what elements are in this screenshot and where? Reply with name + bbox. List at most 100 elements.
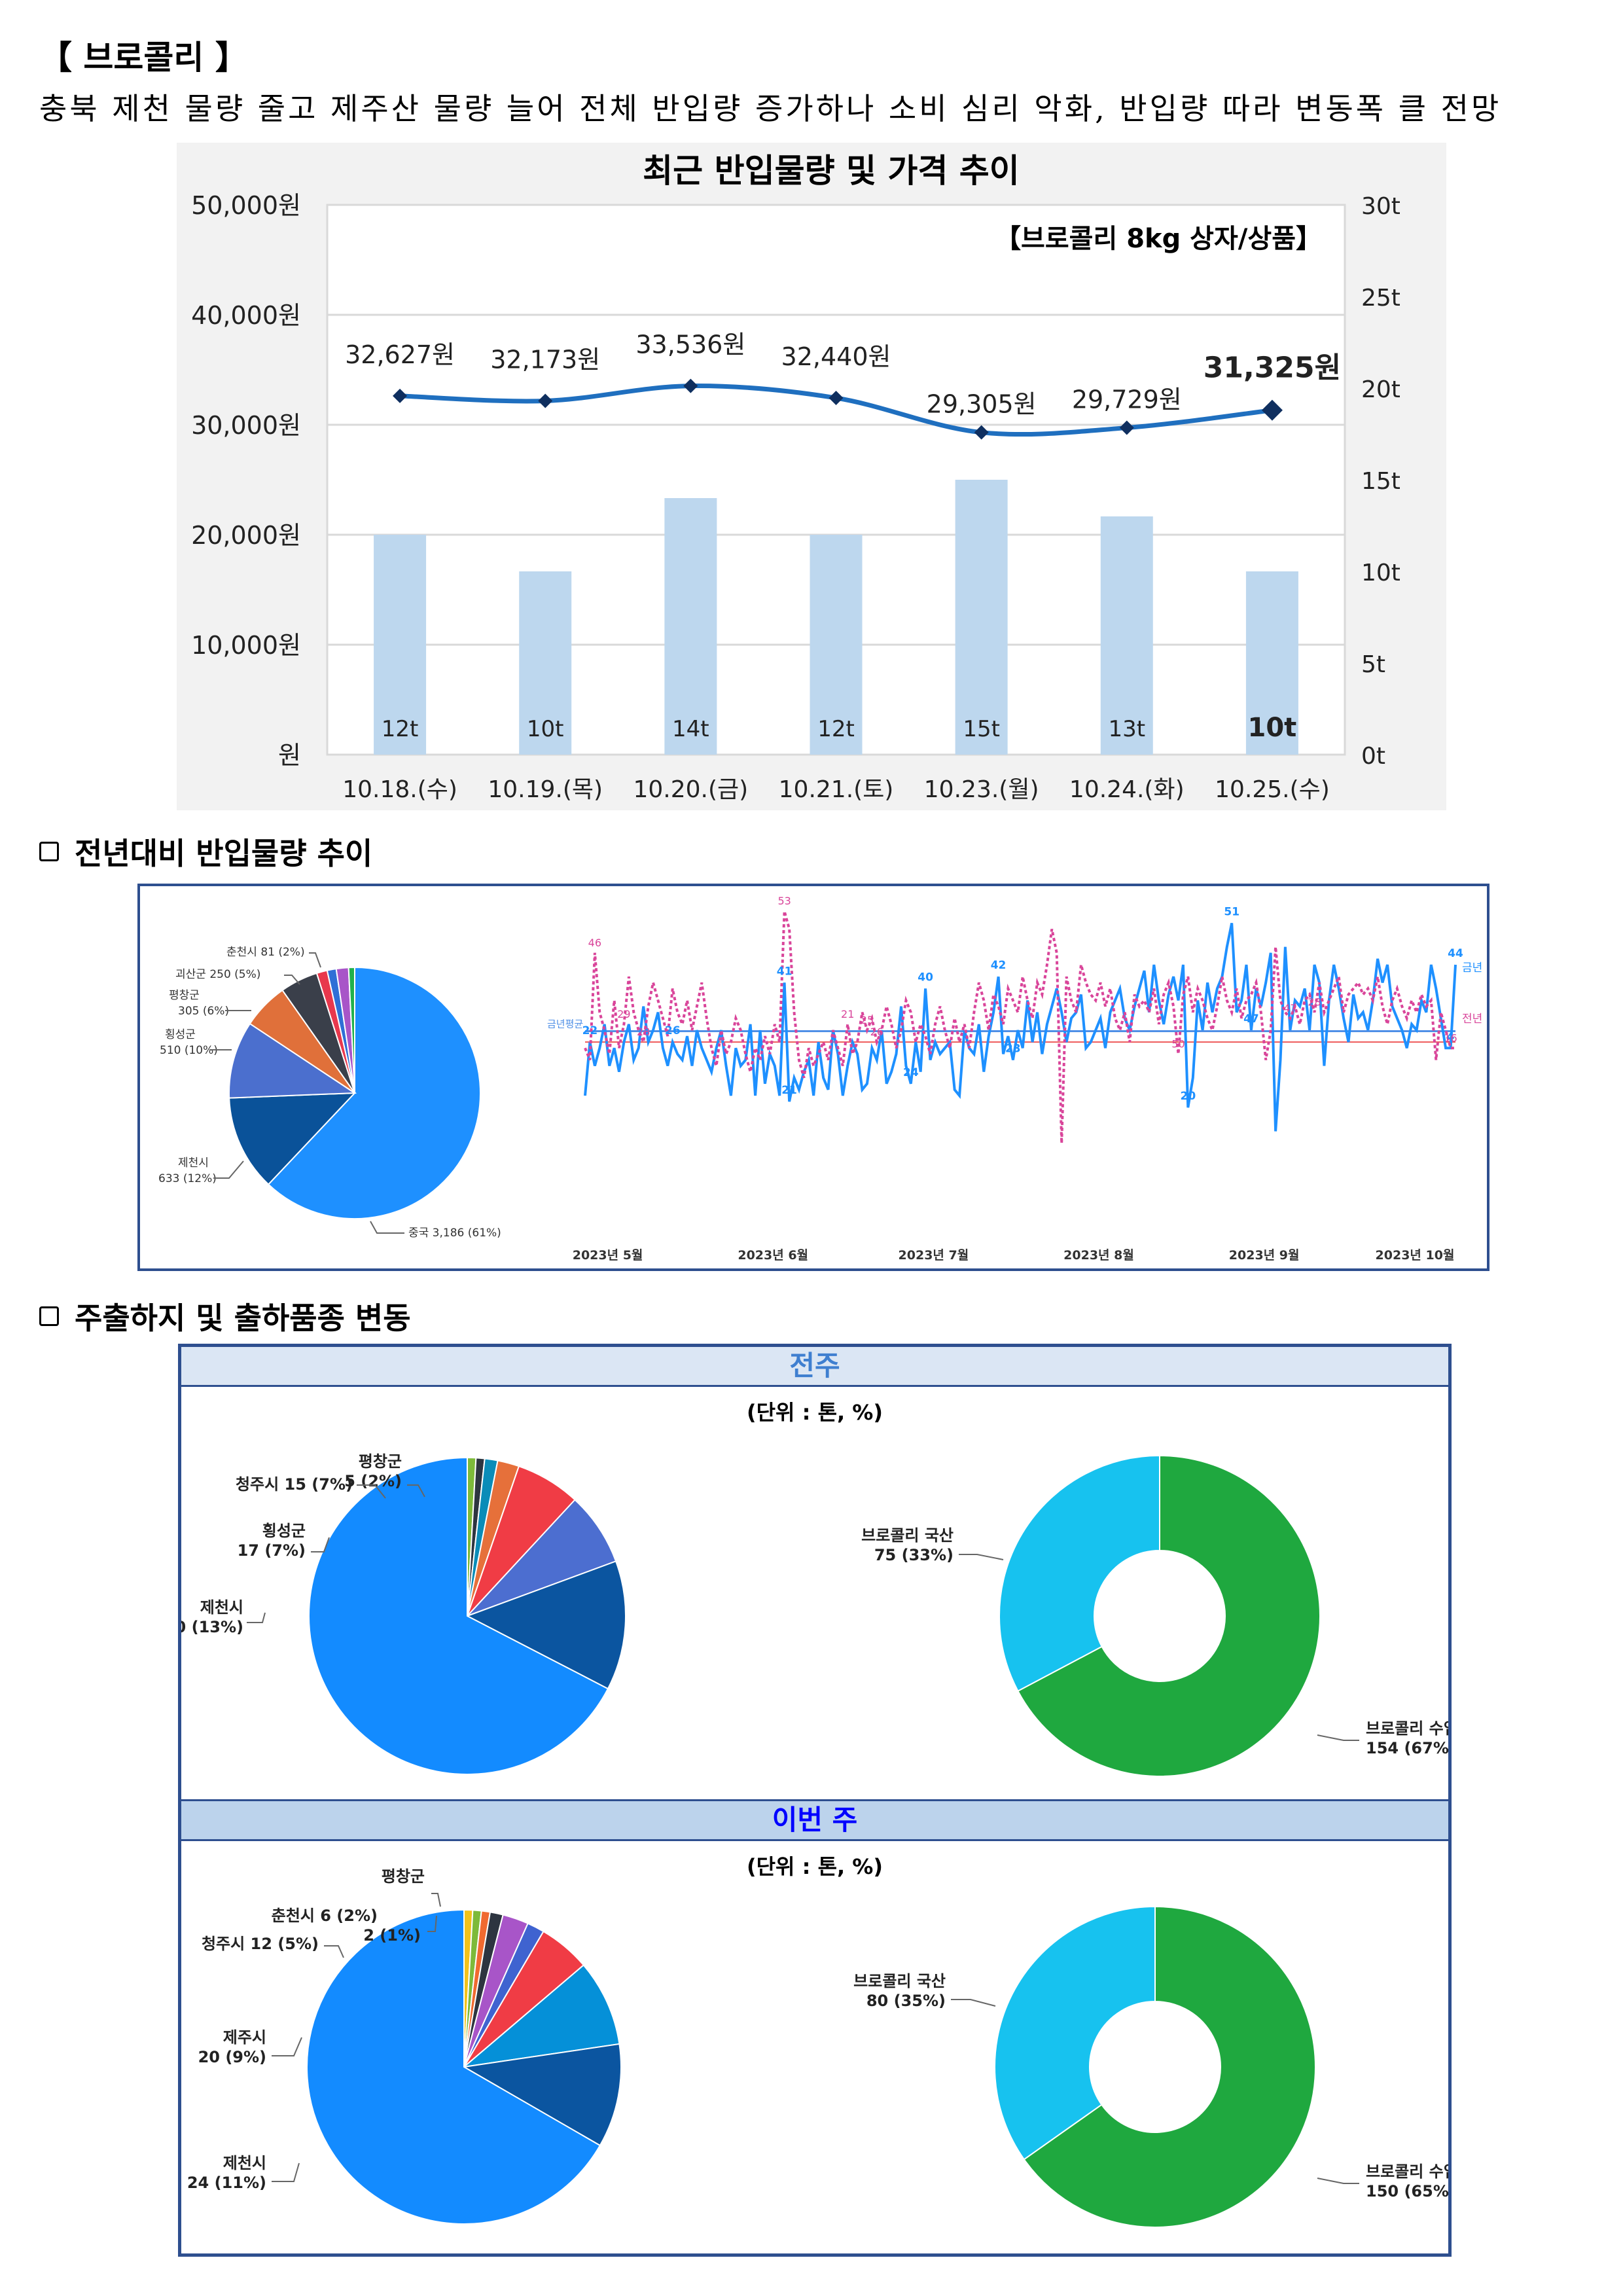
- pie-label: 평창군: [359, 1452, 402, 1471]
- pie-label-value: 5 (2%): [344, 1472, 402, 1490]
- pie-label: 춘천시 6 (2%): [272, 1907, 378, 1925]
- last-year-point-label: 16: [1444, 1031, 1457, 1044]
- this-year-point-label: 47: [1243, 1013, 1259, 1026]
- volume-label: 12t: [817, 716, 855, 742]
- left-axis-tick-label: 30,000원: [191, 411, 301, 440]
- pie-slice: [461, 1964, 620, 2068]
- pie-label: 평창군: [169, 989, 200, 1002]
- price-volume-chart-panel: 최근 반입물량 및 가격 추이 【브로콜리 8kg 상자/상품】 12t 10t 1…: [177, 143, 1446, 810]
- leader-line: [284, 975, 300, 985]
- leader-line: [311, 1537, 330, 1552]
- price-label: 32,627원: [345, 340, 455, 369]
- leader-line: [272, 2037, 302, 2056]
- pie-label: 510 (10%): [160, 1044, 218, 1057]
- volume-bar: [519, 571, 572, 755]
- month-tick-label: 2023년 8월: [1063, 1248, 1134, 1263]
- section-shipment-label: 주출하지 및 출하품종 변동: [75, 1300, 411, 1336]
- pie-label: 중국 3,186 (61%): [408, 1227, 501, 1240]
- price-volume-chart: 최근 반입물량 및 가격 추이 【브로콜리 8kg 상자/상품】 12t 10t 1…: [191, 152, 1400, 803]
- leader-line: [357, 1484, 386, 1499]
- volume-bar: [1100, 516, 1153, 755]
- legend-last-year: 전년: [1462, 1013, 1482, 1026]
- average-label: 금년평균: [547, 1018, 583, 1030]
- price-marker: [1261, 399, 1283, 421]
- pie-slice: [306, 1909, 601, 2225]
- donut-label-value: 150 (65%): [1366, 2182, 1448, 2200]
- price-marker: [1119, 420, 1134, 435]
- volume-bar: [955, 480, 1008, 755]
- price-marker: [393, 388, 408, 403]
- this-year-point-label: 41: [777, 965, 793, 978]
- yearly-volume-panel: 춘천시 81 (2%) 괴산군 250 (5%) 평창군 305 (6%) 횡성군 510…: [137, 884, 1489, 1271]
- price-marker: [538, 393, 553, 408]
- leader-line: [1317, 1734, 1359, 1741]
- volume-label: 13t: [1108, 716, 1145, 742]
- this-year-point-label: 40: [918, 971, 933, 984]
- price-label: 32,440원: [781, 342, 891, 371]
- last-year-point-label: 28: [1308, 996, 1321, 1009]
- origin-share-pie: 춘천시 81 (2%) 괴산군 250 (5%) 평창군 305 (6%) 횡성군 510…: [158, 946, 501, 1240]
- this-year-point-label: 4: [1447, 1030, 1455, 1043]
- donut-slice: [999, 1454, 1160, 1693]
- donut-label: 브로콜리 수입: [1366, 2162, 1448, 2181]
- leader-line: [407, 1484, 425, 1498]
- pie-slice: [348, 966, 355, 1094]
- this-year-line: [584, 923, 1457, 1132]
- right-axis-tick-label: 20t: [1361, 376, 1400, 403]
- chart1-note: 【브로콜리 8kg 상자/상품】: [995, 224, 1322, 254]
- this-year-point-label: 21: [781, 1084, 797, 1097]
- last-year-point-label: 53: [777, 895, 791, 907]
- volume-bar: [1245, 571, 1298, 755]
- this-year-point-label: 42: [991, 959, 1007, 972]
- left-axis-tick-label: 50,000원: [191, 191, 301, 220]
- this-year-point-label: 51: [1224, 905, 1240, 918]
- pie-slice: [228, 1092, 357, 1186]
- volume-bar: [664, 498, 717, 755]
- this-year-point-label: 26: [665, 1024, 681, 1037]
- pie-slice: [308, 1456, 609, 1775]
- chart1-title: 최근 반입물량 및 가격 추이: [643, 152, 1020, 190]
- volume-label: 15t: [963, 716, 1000, 742]
- legend-this-year: 금년: [1462, 961, 1482, 975]
- pie-label: 청주시 12 (5%): [202, 1935, 319, 1953]
- price-marker: [683, 378, 698, 393]
- last-year-point-label: 46: [588, 937, 601, 949]
- right-axis-tick-label: 5t: [1361, 651, 1385, 678]
- page-title: 【 브로콜리 】: [39, 39, 248, 77]
- donut-label: 브로콜리 수입: [1366, 1719, 1448, 1738]
- pie-label: 횡성군: [165, 1028, 196, 1041]
- donut-label-value: 154 (67%): [1366, 1739, 1448, 1757]
- month-tick-label: 2023년 6월: [738, 1248, 808, 1263]
- price-label: 31,325원: [1204, 351, 1341, 385]
- this-year-point-label: 23: [1005, 1042, 1021, 1055]
- pie-label: 제천시: [200, 1598, 243, 1617]
- last-year-point-label: 28: [637, 1026, 650, 1038]
- donut-label-value: 80 (35%): [866, 1992, 946, 2010]
- shipment-panel: 전주 (단위 : 톤, %) 평창군 5 (2%) 청주시 15 (7%) 횡성군 17…: [178, 1344, 1452, 2257]
- volume-bar: [810, 535, 863, 755]
- pie-slice: [462, 2043, 622, 2147]
- pie-slice: [465, 1560, 626, 1690]
- prev-week-unit: (단위 : 톤, %): [747, 1400, 883, 1425]
- checkbox-icon: [39, 1306, 59, 1326]
- month-tick-label: 2023년 5월: [573, 1248, 643, 1263]
- this-year-point-label: 20: [1181, 1090, 1196, 1103]
- volume-label: 10t: [1248, 713, 1297, 743]
- last-year-point-label: 29: [617, 1008, 630, 1020]
- section-yearly-volume: 전년대비 반입물량 추이: [39, 830, 372, 873]
- pie-label: 제주시: [223, 2028, 266, 2047]
- this-week-unit: (단위 : 톤, %): [747, 1854, 883, 1879]
- volume-label: 10t: [527, 716, 564, 742]
- donut-slice: [1017, 1454, 1321, 1777]
- donut-label: 브로콜리 국산: [861, 1526, 954, 1545]
- price-label: 33,536원: [635, 331, 745, 359]
- category-label: 10.20.(금): [633, 776, 748, 803]
- category-label: 10.25.(수): [1215, 776, 1330, 803]
- right-axis-tick-label: 15t: [1361, 468, 1400, 495]
- pie-slice: [467, 1499, 617, 1617]
- last-year-point-label: 50: [1171, 1037, 1185, 1050]
- pie-label-value: 17 (7%): [238, 1541, 306, 1560]
- pie-label: 305 (6%): [178, 1005, 229, 1018]
- pie-label: 춘천시 81 (2%): [226, 946, 305, 959]
